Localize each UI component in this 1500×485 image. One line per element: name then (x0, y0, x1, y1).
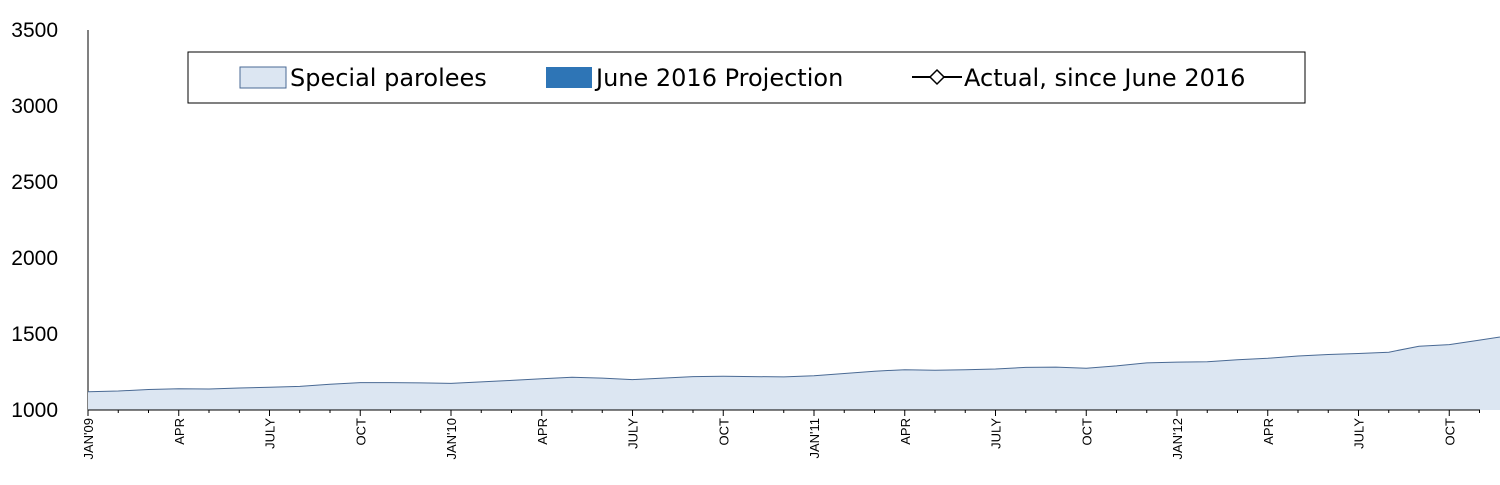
x-tick-label: APR (1261, 418, 1276, 445)
x-tick-label: JULY (626, 418, 641, 449)
legend-label-actual: Actual, since June 2016 (964, 64, 1245, 92)
y-tick-label: 1500 (11, 323, 58, 346)
x-tick-label: OCT (1079, 418, 1094, 446)
plot-area (87, 336, 1500, 410)
y-tick-label: 2000 (11, 247, 58, 270)
series-special-parolees-line (87, 336, 1500, 393)
x-axis: JAN'09 APR JULY OCT JAN'10 APR JULY OCT JAN'11 AP… (81, 409, 1480, 460)
y-tick-label: 2500 (11, 171, 58, 194)
legend-swatch-projection (546, 67, 592, 88)
x-tick-label: JAN'12 (1170, 418, 1185, 460)
x-tick-label: JAN'10 (444, 418, 459, 460)
x-tick-label: APR (535, 418, 550, 445)
legend-marker-actual (928, 68, 946, 86)
legend-label-special-parolees: Special parolees (290, 64, 487, 92)
legend-box (187, 51, 1306, 104)
legend-swatch-special-parolees (239, 66, 287, 89)
x-tick-label: JULY (989, 418, 1004, 449)
y-axis: 1000 1500 2000 2500 3000 3500 (11, 19, 89, 422)
x-tick-label: APR (898, 418, 913, 445)
x-tick-label: OCT (716, 418, 731, 446)
x-tick-label: APR (172, 418, 187, 445)
x-tick-label: JAN'09 (81, 418, 96, 460)
x-tick-label: OCT (1442, 418, 1457, 446)
y-tick-label: 3000 (11, 95, 58, 118)
y-tick-label: 3500 (11, 19, 58, 42)
x-tick-label: OCT (353, 418, 368, 446)
x-tick-label: JULY (1352, 418, 1367, 449)
x-tick-label: JAN'11 (807, 418, 822, 459)
y-tick-label: 1000 (11, 399, 58, 422)
legend: Special parolees June 2016 Projection Actu… (187, 51, 1306, 104)
legend-label-projection: June 2016 Projection (594, 64, 843, 92)
x-tick-label: JULY (263, 418, 278, 449)
series-special-parolees-area (88, 336, 1500, 410)
